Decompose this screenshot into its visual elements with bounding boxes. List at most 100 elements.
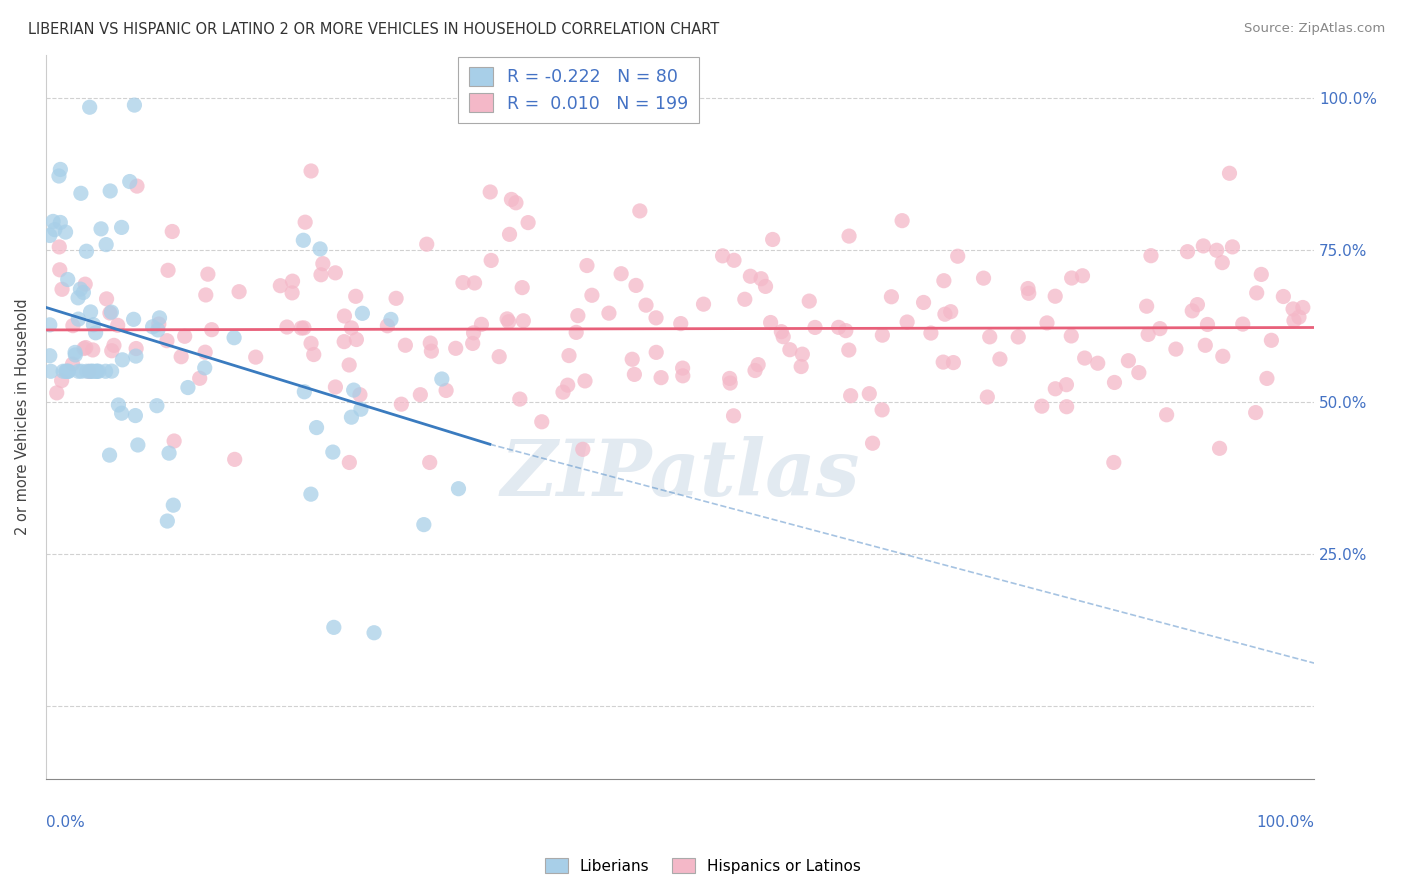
Point	[96, 292, 118, 306]
Point	[574, 374, 596, 388]
Point	[349, 388, 371, 402]
Point	[299, 487, 322, 501]
Point	[718, 371, 741, 385]
Point	[156, 334, 179, 348]
Point	[38, 318, 60, 332]
Point	[711, 249, 734, 263]
Point	[281, 274, 304, 288]
Point	[419, 336, 441, 351]
Point	[1218, 166, 1240, 180]
Point	[67, 364, 90, 378]
Point	[979, 330, 1001, 344]
Point	[939, 304, 962, 318]
Point	[281, 285, 304, 300]
Point	[148, 310, 170, 325]
Point	[344, 289, 367, 303]
Point	[509, 392, 531, 406]
Point	[463, 326, 485, 340]
Point	[718, 376, 741, 390]
Point	[79, 100, 101, 114]
Point	[394, 338, 416, 352]
Point	[1181, 303, 1204, 318]
Point	[723, 409, 745, 423]
Point	[772, 329, 794, 343]
Point	[363, 625, 385, 640]
Point	[1246, 285, 1268, 300]
Point	[333, 309, 356, 323]
Point	[55, 364, 77, 378]
Point	[973, 271, 995, 285]
Point	[86, 364, 108, 378]
Point	[325, 380, 347, 394]
Point	[1045, 289, 1067, 303]
Point	[434, 384, 457, 398]
Point	[72, 285, 94, 300]
Point	[530, 415, 553, 429]
Point	[669, 317, 692, 331]
Point	[749, 271, 772, 285]
Point	[451, 276, 474, 290]
Point	[340, 410, 363, 425]
Point	[62, 318, 84, 333]
Point	[224, 452, 246, 467]
Point	[512, 314, 534, 328]
Point	[621, 352, 644, 367]
Point	[84, 326, 107, 340]
Point	[82, 364, 104, 378]
Text: Source: ZipAtlas.com: Source: ZipAtlas.com	[1244, 22, 1385, 36]
Point	[838, 229, 860, 244]
Point	[224, 331, 246, 345]
Point	[839, 389, 862, 403]
Point	[1282, 313, 1305, 327]
Point	[322, 620, 344, 634]
Point	[1256, 371, 1278, 385]
Point	[156, 514, 179, 528]
Point	[1149, 321, 1171, 335]
Point	[1017, 281, 1039, 295]
Point	[1292, 301, 1315, 315]
Point	[628, 203, 651, 218]
Point	[447, 482, 470, 496]
Point	[79, 364, 101, 378]
Point	[38, 349, 60, 363]
Point	[1232, 317, 1254, 331]
Point	[245, 350, 267, 364]
Point	[976, 390, 998, 404]
Point	[1177, 244, 1199, 259]
Point	[734, 293, 756, 307]
Point	[498, 315, 520, 329]
Point	[1137, 327, 1160, 342]
Point	[650, 370, 672, 384]
Point	[419, 455, 441, 469]
Point	[350, 402, 373, 417]
Point	[1136, 299, 1159, 313]
Point	[744, 363, 766, 377]
Point	[1054, 377, 1077, 392]
Point	[779, 343, 801, 357]
Legend: R = -0.222   N = 80, R =  0.010   N = 199: R = -0.222 N = 80, R = 0.010 N = 199	[458, 56, 699, 123]
Point	[337, 455, 360, 469]
Point	[838, 343, 860, 357]
Point	[340, 321, 363, 335]
Point	[157, 263, 180, 277]
Point	[1156, 408, 1178, 422]
Point	[56, 364, 79, 378]
Point	[571, 442, 593, 457]
Text: 0.0%: 0.0%	[46, 814, 84, 830]
Point	[294, 215, 316, 229]
Point	[111, 352, 134, 367]
Point	[67, 291, 90, 305]
Point	[56, 364, 79, 378]
Point	[197, 267, 219, 281]
Point	[862, 436, 884, 450]
Point	[479, 185, 502, 199]
Point	[624, 278, 647, 293]
Point	[42, 214, 65, 228]
Point	[827, 320, 849, 334]
Point	[870, 403, 893, 417]
Point	[1208, 442, 1230, 456]
Point	[1056, 400, 1078, 414]
Point	[292, 321, 315, 335]
Point	[48, 240, 70, 254]
Point	[444, 341, 467, 355]
